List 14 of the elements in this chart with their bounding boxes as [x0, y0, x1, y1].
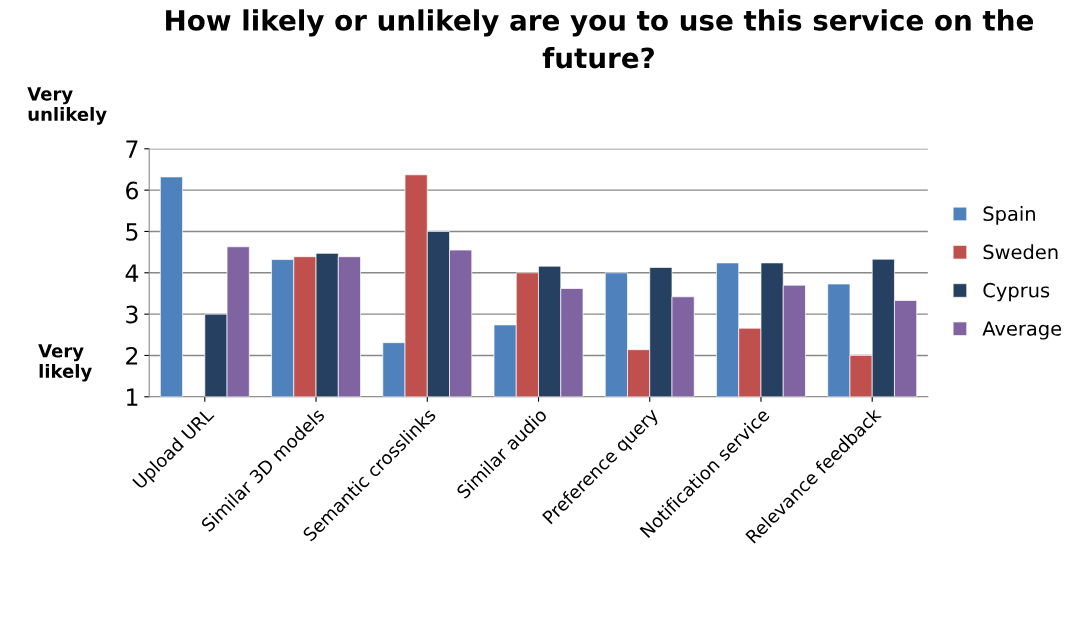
text: Very likely — [38, 344, 92, 382]
y-tick-label: 3 — [126, 305, 138, 324]
y-tick-label: 4 — [125, 264, 139, 282]
legend-label: Cyprus — [983, 282, 1050, 302]
y-tick-label: 7 — [126, 140, 138, 158]
text: Very unlikely — [27, 87, 107, 125]
legend-label: Average — [982, 321, 1062, 340]
y-tick-label: 1 — [127, 388, 138, 406]
chart-title: How likely or unlikely are you to use this service on the future? — [166, 9, 1034, 69]
legend-label: Spain — [983, 206, 1035, 225]
legend-label: Sweden — [983, 244, 1058, 260]
y-tick-label: 6 — [126, 181, 138, 200]
y-tick-label: 2 — [126, 346, 138, 365]
y-tick-label: 5 — [126, 223, 138, 241]
